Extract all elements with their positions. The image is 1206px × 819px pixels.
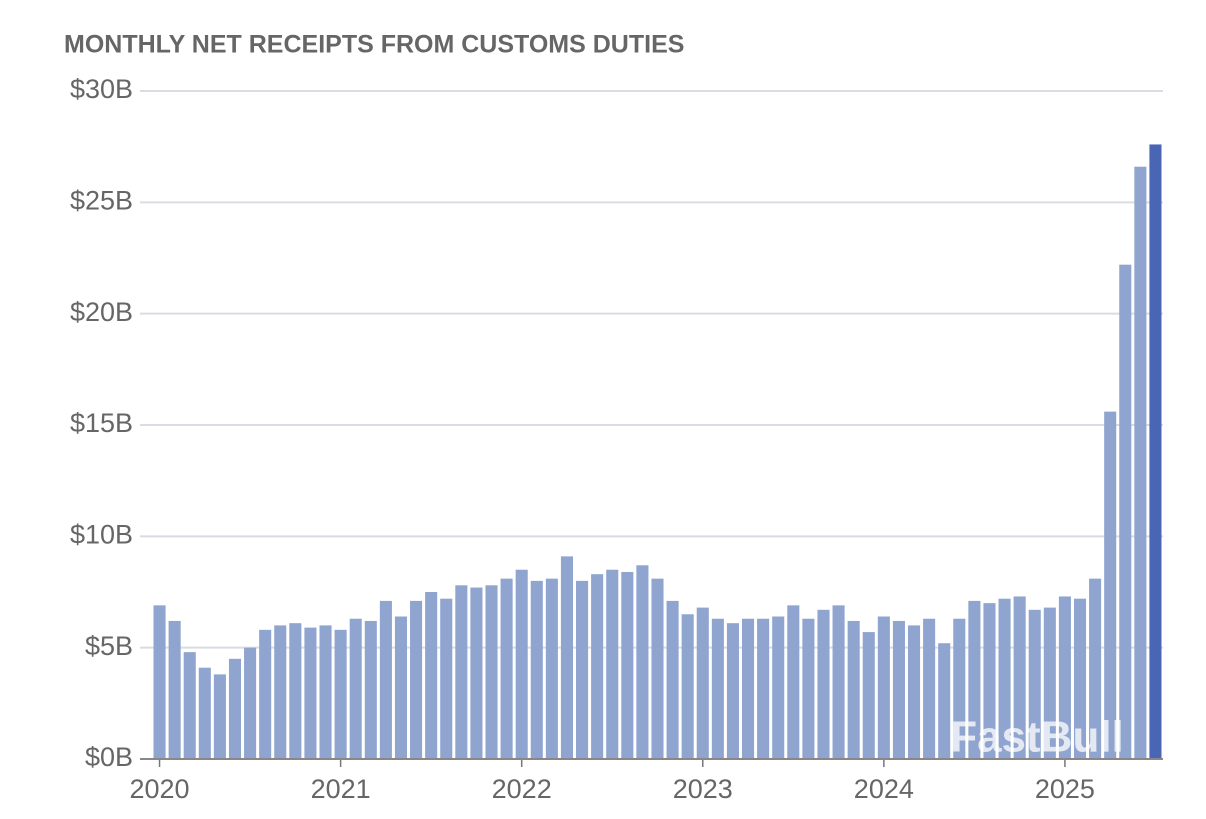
bar [621, 571, 634, 759]
y-tick-label: $30B [70, 74, 133, 104]
bar [515, 569, 528, 759]
bar [892, 620, 905, 759]
bar [530, 580, 543, 759]
bar [983, 603, 996, 759]
bar [274, 625, 287, 759]
bar [1104, 411, 1117, 759]
bar [349, 618, 362, 759]
y-tick-label: $5B [85, 631, 133, 661]
x-tick-label: 2025 [1035, 774, 1095, 804]
x-tick-label: 2020 [130, 774, 190, 804]
bar [666, 600, 679, 759]
bar [1043, 607, 1056, 759]
bar [1028, 609, 1041, 759]
bar [651, 578, 664, 759]
bar [636, 565, 649, 759]
y-tick-label: $20B [70, 297, 133, 327]
bar [289, 623, 302, 759]
bar [244, 647, 257, 759]
y-tick-label: $15B [70, 408, 133, 438]
bar [410, 600, 423, 759]
bar [183, 652, 196, 759]
bar [168, 620, 181, 759]
y-tick-label: $0B [85, 742, 133, 772]
y-tick-label: $25B [70, 185, 133, 215]
bar [455, 585, 468, 759]
bar [470, 587, 483, 759]
bar [394, 616, 408, 759]
bar [606, 569, 619, 759]
bar [425, 592, 438, 759]
bar [907, 625, 921, 759]
x-tick-label: 2024 [854, 774, 914, 804]
bar [440, 598, 453, 759]
bar [153, 605, 166, 759]
bar [364, 620, 377, 759]
bar [953, 618, 966, 759]
bar [862, 632, 875, 759]
bar [742, 618, 755, 759]
bar [923, 618, 936, 759]
bar [259, 629, 272, 759]
watermark: FastBull [950, 713, 1124, 762]
bar [213, 674, 226, 759]
bar [334, 629, 347, 759]
bar [560, 556, 573, 759]
bar [1119, 264, 1132, 759]
bar [787, 605, 800, 759]
bar [1149, 144, 1162, 759]
bar [1073, 598, 1087, 759]
bar [877, 616, 890, 759]
bar [545, 578, 558, 759]
bar [772, 616, 785, 759]
bar [591, 574, 604, 759]
x-tick-label: 2022 [492, 774, 552, 804]
bar [576, 580, 589, 759]
bar [726, 623, 739, 759]
x-tick-label: 2023 [673, 774, 733, 804]
bar [319, 625, 332, 759]
bar [1058, 596, 1071, 759]
bar [696, 607, 709, 759]
bar [938, 643, 951, 759]
y-tick-label: $10B [70, 519, 133, 549]
x-tick-label: 2021 [311, 774, 371, 804]
bar [832, 605, 845, 759]
bar [1013, 596, 1026, 759]
bar [711, 618, 724, 759]
bar [757, 618, 770, 759]
bar [1089, 578, 1102, 759]
bar [198, 667, 211, 759]
bar [1134, 166, 1147, 759]
bar [500, 578, 513, 759]
bar [847, 620, 860, 759]
bar [681, 614, 694, 759]
bar [379, 600, 392, 759]
bar [485, 585, 498, 759]
chart-title: MONTHLY NET RECEIPTS FROM CUSTOMS DUTIES [64, 31, 684, 59]
bar [802, 618, 815, 759]
bar [998, 598, 1011, 759]
bar [304, 627, 317, 759]
bar [817, 609, 830, 759]
bar [968, 600, 981, 759]
bar [228, 658, 242, 759]
